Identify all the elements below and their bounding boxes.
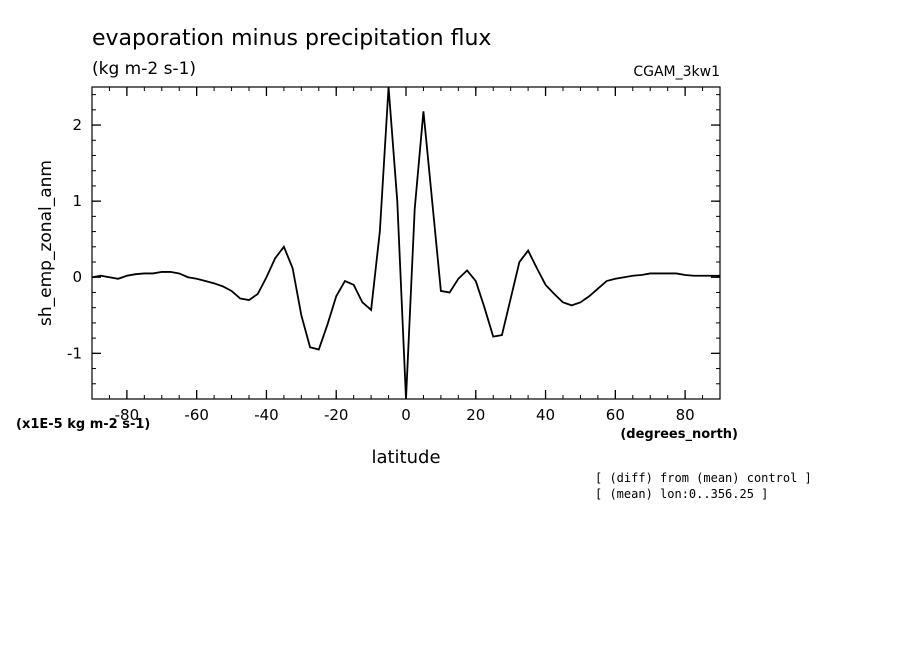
x-tick-label: -60 (184, 406, 209, 424)
note-diff: [ (diff) from (mean) control ] (595, 471, 812, 485)
series-line-0 (92, 87, 720, 399)
x-tick-label: 80 (676, 406, 695, 424)
plot-area: -80 -60 -40 -20 0 20 40 60 80 -1 0 1 2 (67, 86, 721, 424)
y-scale-note: (x1E-5 kg m-2 s-1) (16, 417, 150, 432)
x-axis-ticks: -80 -60 -40 -20 0 20 40 60 80 (115, 87, 695, 424)
chart-subtitle: (kg m-2 s-1) (92, 59, 196, 79)
y-axis-ticks: -1 0 1 2 (67, 116, 720, 362)
chart-title: evaporation minus precipitation flux (92, 26, 491, 51)
y-tick-label: -1 (67, 344, 82, 362)
x-tick-label: -20 (324, 406, 349, 424)
x-units-label: (degrees_north) (620, 427, 738, 442)
x-tick-label: 0 (401, 406, 411, 424)
series-group (92, 87, 720, 399)
x-axis-label: latitude (371, 447, 440, 468)
x-tick-label: 40 (536, 406, 555, 424)
y-axis-label: sh_emp_zonal_anm (36, 160, 56, 326)
plot-frame (91, 86, 721, 400)
x-tick-label: 60 (606, 406, 625, 424)
y-tick-label: 1 (72, 192, 82, 210)
run-label: CGAM_3kw1 (633, 64, 720, 80)
x-minor-ticks (91, 87, 721, 399)
x-tick-label: 20 (466, 406, 485, 424)
y-minor-ticks (92, 94, 720, 400)
note-mean: [ (mean) lon:0..356.25 ] (595, 487, 768, 501)
y-tick-label: 2 (72, 116, 82, 134)
x-tick-label: -40 (254, 406, 279, 424)
x-tick-label: -80 (115, 406, 140, 424)
y-tick-label: 0 (72, 268, 82, 286)
